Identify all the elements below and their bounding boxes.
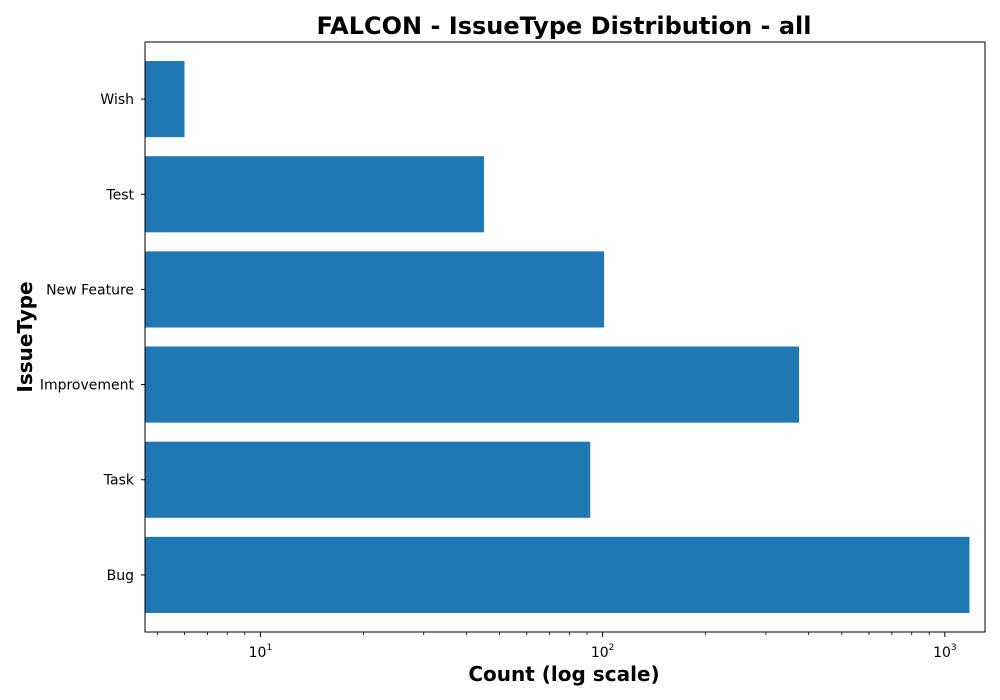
y-tick-label: Bug bbox=[107, 568, 134, 584]
x-tick-label: 103 bbox=[933, 643, 957, 661]
chart-title: FALCON - IssueType Distribution - all bbox=[317, 12, 812, 40]
y-tick-label: Improvement bbox=[40, 378, 135, 394]
bars bbox=[145, 61, 970, 613]
y-tick-label: Wish bbox=[100, 92, 134, 108]
bar-test bbox=[145, 156, 484, 233]
x-tick-label: 102 bbox=[591, 643, 615, 661]
y-tick-label: New Feature bbox=[46, 282, 134, 298]
y-axis: Bug Task Improvement New Feature Test Wish bbox=[40, 92, 145, 584]
x-tick-label: 101 bbox=[249, 643, 273, 661]
x-axis: 101 102 103 bbox=[156, 632, 957, 661]
plot-frame bbox=[144, 41, 986, 633]
bar-bug bbox=[145, 536, 970, 613]
bar-improvement bbox=[145, 346, 800, 423]
y-axis-label: IssueType bbox=[13, 281, 37, 392]
bar-wish bbox=[145, 61, 185, 138]
bar-task bbox=[145, 441, 591, 518]
x-axis-label: Count (log scale) bbox=[468, 662, 659, 686]
y-tick-label: Task bbox=[103, 473, 135, 489]
y-tick-label: Test bbox=[105, 187, 134, 203]
bar-new-feature bbox=[145, 251, 605, 328]
